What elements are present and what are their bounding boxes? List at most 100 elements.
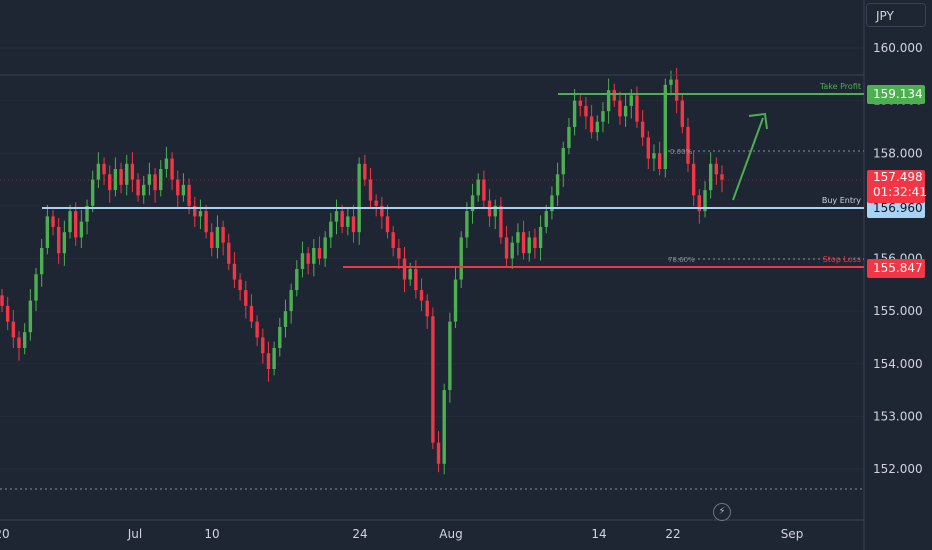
candle-body bbox=[442, 390, 446, 464]
candle-body bbox=[448, 321, 452, 391]
candle-body bbox=[351, 216, 356, 233]
candle-body bbox=[589, 116, 594, 133]
candle-body bbox=[74, 211, 78, 238]
candle-body bbox=[714, 163, 719, 175]
candle-body bbox=[11, 321, 16, 338]
buy-entry-price-tag: 156.960 bbox=[867, 199, 925, 218]
candle-body bbox=[431, 316, 435, 443]
candle-body bbox=[674, 79, 679, 101]
candle-body bbox=[34, 274, 38, 301]
candle-body bbox=[238, 279, 242, 291]
candle-body bbox=[385, 216, 390, 233]
x-tick-label: Jul bbox=[127, 527, 142, 541]
x-tick-label: Sep bbox=[781, 527, 804, 541]
y-tick-label: 154.000 bbox=[873, 357, 923, 371]
candle-body bbox=[0, 295, 4, 306]
candle-body bbox=[686, 126, 690, 164]
candle-body bbox=[623, 105, 628, 117]
candle-body bbox=[652, 153, 656, 159]
last-price-tag: 157.498 01:32:41 bbox=[867, 170, 927, 203]
time-axis[interactable]: 20 Jul 10 24 Aug 14 22 Sep bbox=[0, 527, 803, 541]
candle-body bbox=[476, 179, 480, 196]
candle-body bbox=[300, 253, 305, 270]
candle-body bbox=[295, 269, 299, 291]
candle-body bbox=[612, 90, 616, 101]
candle-body bbox=[499, 205, 503, 238]
candle-body bbox=[130, 163, 135, 180]
x-tick-label: 24 bbox=[352, 527, 367, 541]
y-tick-label: 160.000 bbox=[873, 41, 923, 55]
candle-body bbox=[5, 305, 10, 322]
grid bbox=[0, 47, 864, 470]
candle-body bbox=[703, 190, 707, 212]
candle-body bbox=[227, 242, 231, 264]
lightning-icon[interactable]: ⚡ bbox=[713, 503, 731, 521]
candle-body bbox=[391, 232, 395, 248]
x-tick-label: 10 bbox=[204, 527, 219, 541]
candle-body bbox=[147, 174, 152, 185]
candle-body bbox=[527, 237, 531, 254]
candle-body bbox=[482, 179, 486, 201]
candle-body bbox=[606, 90, 611, 112]
candle-body bbox=[408, 269, 412, 280]
candle-body bbox=[595, 121, 599, 133]
take-profit-price-tag: 159.134 bbox=[867, 85, 925, 104]
candle-body bbox=[640, 121, 645, 138]
up-arrow-head bbox=[748, 112, 768, 130]
candle-body bbox=[380, 205, 384, 217]
candle-body bbox=[601, 111, 605, 122]
candle-body bbox=[85, 205, 89, 222]
y-tick-label: 155.000 bbox=[873, 304, 923, 318]
candle-body bbox=[187, 184, 191, 206]
candle-body bbox=[45, 216, 50, 248]
candle-body bbox=[244, 290, 248, 306]
candle-body bbox=[550, 195, 554, 212]
candle-body bbox=[204, 211, 208, 233]
candle-body bbox=[334, 211, 339, 222]
currency-label[interactable]: JPY bbox=[866, 3, 926, 27]
candle-body bbox=[669, 79, 673, 85]
candle-body bbox=[108, 174, 112, 191]
candle-body bbox=[663, 84, 668, 170]
x-tick-label: 20 bbox=[0, 527, 10, 541]
candle-body bbox=[249, 305, 254, 322]
candle-body bbox=[578, 100, 582, 106]
candle-body bbox=[221, 226, 225, 243]
candle-body bbox=[436, 442, 441, 464]
y-tick-label: 153.000 bbox=[873, 409, 923, 423]
candle-body bbox=[102, 163, 106, 175]
candle-body bbox=[720, 174, 724, 180]
candle-body bbox=[22, 332, 27, 348]
candle-body bbox=[39, 247, 44, 275]
candle-body bbox=[176, 179, 180, 196]
candle-body bbox=[68, 211, 72, 233]
candle-body bbox=[113, 169, 118, 191]
candle-body bbox=[397, 247, 401, 259]
candle-body bbox=[329, 221, 333, 238]
candle-body bbox=[164, 158, 169, 170]
candle-body bbox=[261, 337, 265, 354]
candle-body bbox=[697, 195, 702, 212]
candle-body bbox=[56, 226, 61, 254]
candle-body bbox=[533, 237, 537, 248]
candle-body bbox=[453, 279, 458, 322]
candle-body bbox=[357, 163, 361, 233]
y-tick-label: 158.000 bbox=[873, 146, 923, 160]
x-tick-label: 22 bbox=[665, 527, 680, 541]
candle-body bbox=[125, 163, 129, 185]
candle-body bbox=[363, 163, 367, 180]
candle-body bbox=[283, 311, 288, 327]
countdown: 01:32:41 bbox=[873, 185, 927, 199]
up-arrow bbox=[732, 117, 764, 201]
candle-body bbox=[91, 179, 95, 206]
candle-body bbox=[470, 195, 475, 212]
candle-body bbox=[28, 300, 33, 333]
y-tick-label: 152.000 bbox=[873, 462, 923, 476]
candle-body bbox=[255, 321, 259, 338]
candle-body bbox=[153, 174, 157, 191]
candle-body bbox=[51, 216, 55, 227]
candle-body bbox=[340, 211, 344, 227]
candle-body bbox=[368, 179, 373, 201]
